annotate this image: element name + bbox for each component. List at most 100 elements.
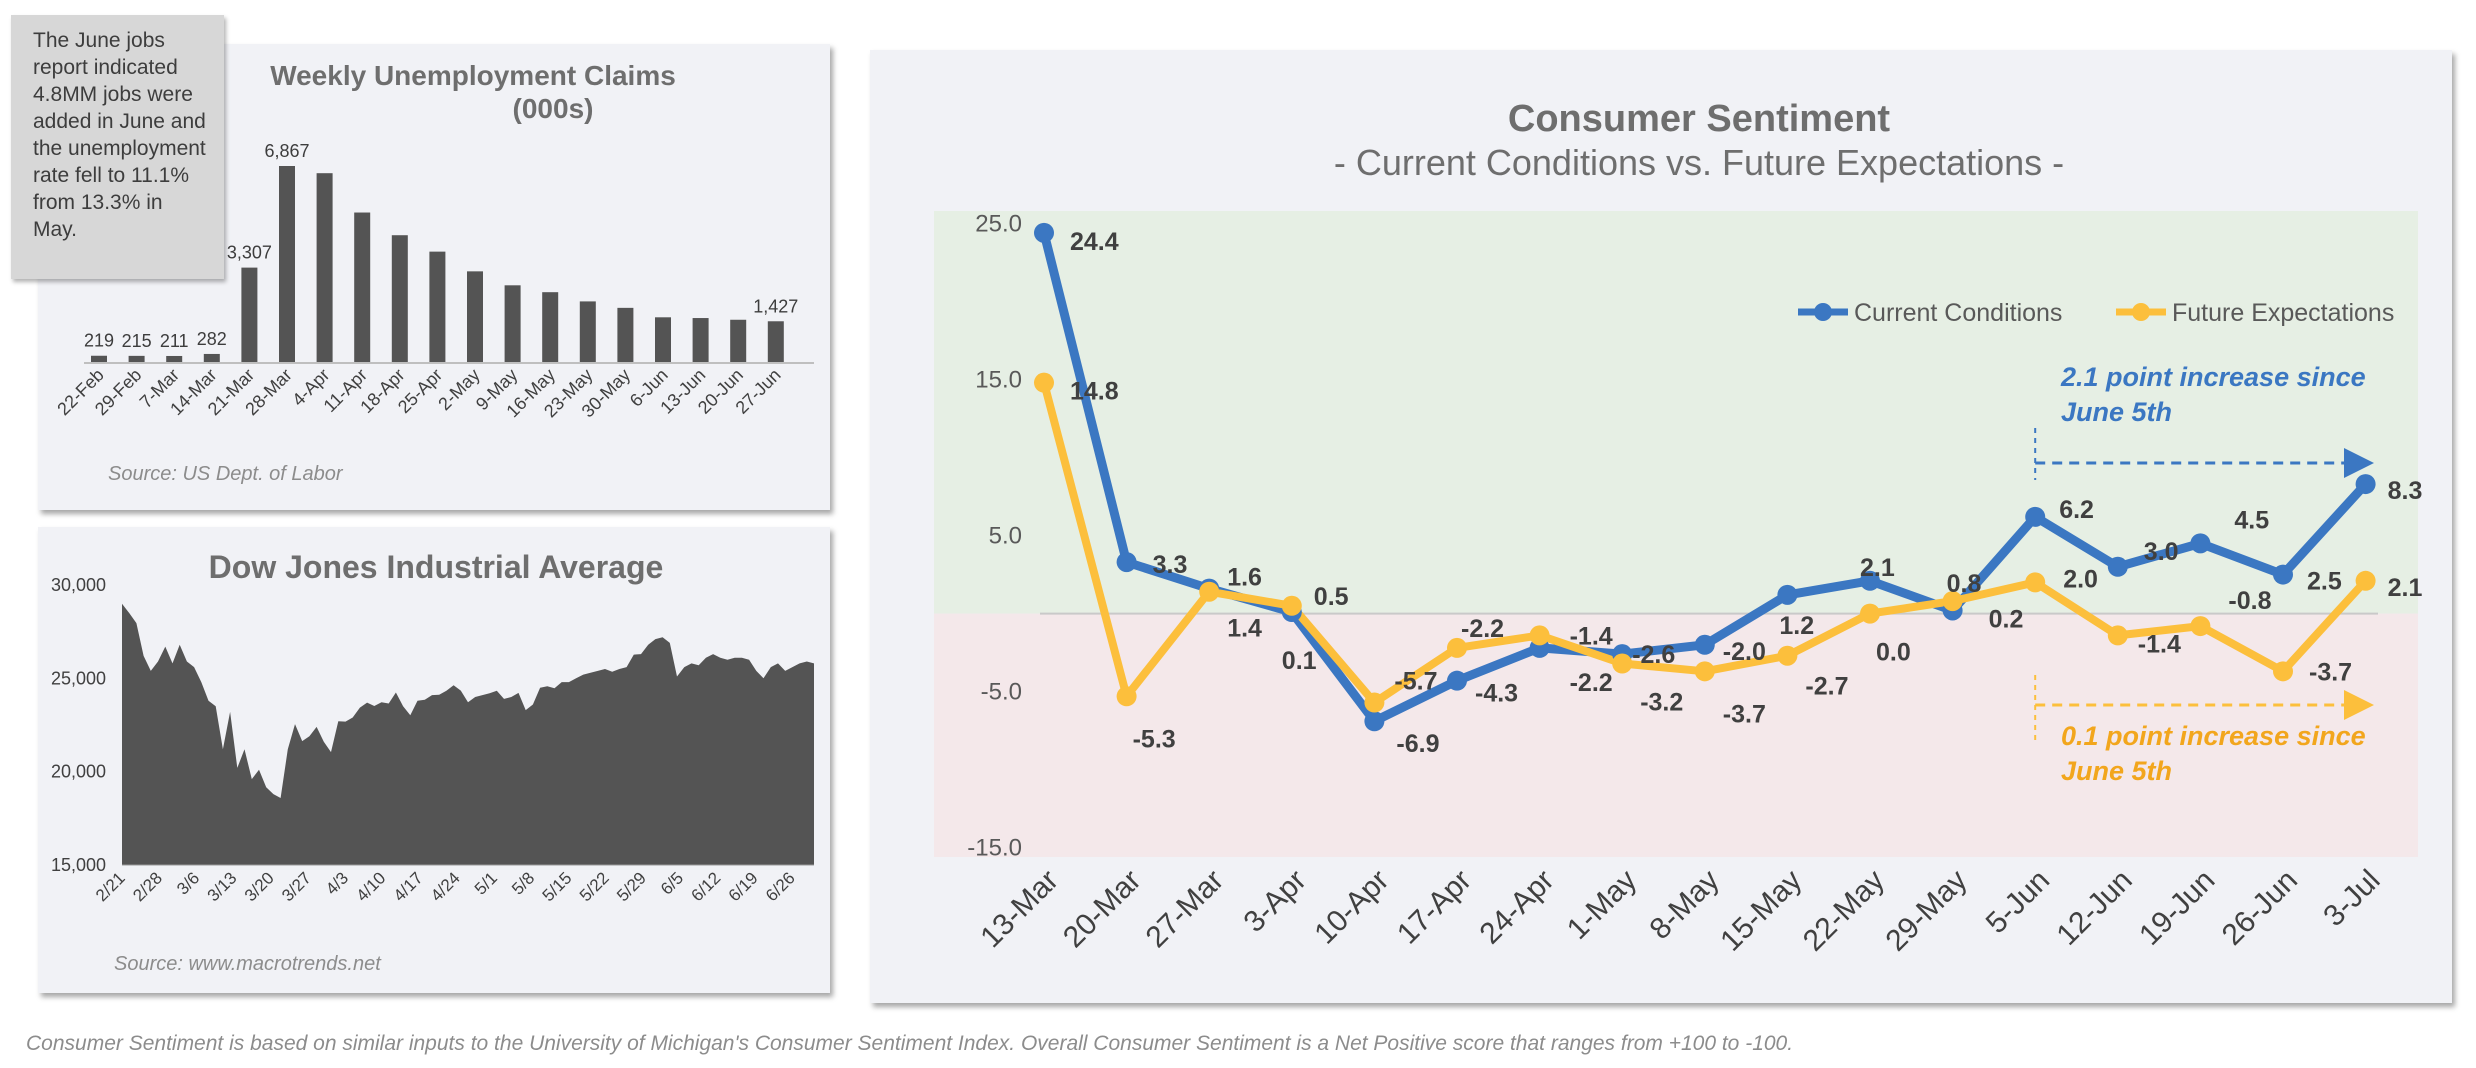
claims-panel: Weekly Unemployment Claims (000s) Source… [38, 44, 830, 510]
current-conditions-data-label: -2.6 [1632, 641, 1675, 669]
sentiment-x-tick-label: 12-Jun [2051, 864, 2139, 952]
sentiment-x-tick-label: 19-Jun [2133, 864, 2221, 952]
current-conditions-data-label: 0.1 [1282, 647, 1317, 675]
future-expectations-point [1281, 595, 1302, 616]
claims-data-label: 219 [84, 331, 114, 351]
sentiment-x-tick-label: 22-May [1797, 864, 1891, 958]
future-expectations-point [1529, 625, 1550, 646]
jobs-report-note: The June jobs report indicated 4.8MM job… [11, 15, 224, 279]
claims-bar [730, 319, 747, 362]
future-expectations-data-label: -5.7 [1394, 668, 1437, 696]
sentiment-x-tick-label: 10-Apr [1308, 864, 1395, 951]
dow-x-tick-label: 4/10 [353, 868, 390, 905]
claims-bar [542, 292, 559, 362]
current-conditions-point [1034, 222, 1054, 243]
sentiment-y-tick-label: -5.0 [981, 679, 1022, 706]
claims-bar [203, 353, 220, 362]
current-conditions-data-label: -2.2 [1570, 669, 1613, 697]
current-conditions-point [2355, 474, 2376, 495]
claims-bar [354, 212, 371, 362]
future-expectations-data-label: -1.4 [2138, 630, 2181, 658]
current-conditions-data-label: 3.3 [1153, 551, 1188, 579]
current-conditions-data-label: 2.1 [1860, 554, 1895, 582]
sentiment-y-tick-label: 15.0 [975, 367, 1022, 394]
legend-current-marker [1814, 303, 1832, 321]
current-conditions-data-label: 4.5 [2234, 506, 2269, 534]
future-expectations-data-label: -3.7 [1723, 700, 1766, 728]
dow-x-tick-label: 5/29 [613, 868, 650, 905]
claims-bar [692, 318, 709, 362]
positive-band [934, 211, 2418, 614]
claims-title: Weekly Unemployment Claims [270, 60, 676, 91]
future-expectations-point [1612, 653, 1633, 674]
sentiment-x-tick-label: 3-Jul [2317, 864, 2386, 933]
negative-band [934, 613, 2418, 857]
dow-y-tick-label: 20,000 [51, 762, 106, 782]
dow-x-tick-label: 2/28 [129, 868, 166, 905]
current-conditions-point [1777, 584, 1798, 605]
future-expectations-data-label: -5.3 [1133, 725, 1176, 753]
future-expectations-data-label: 2.0 [2063, 565, 2098, 593]
claims-bar [91, 355, 107, 362]
claims-bar [128, 355, 145, 362]
dow-x-tick-label: 6/26 [762, 868, 799, 905]
dow-x-tick-label: 5/15 [539, 868, 576, 905]
claims-bar [504, 285, 521, 362]
future-expectations-data-label: -3.7 [2309, 658, 2352, 686]
dow-title: Dow Jones Industrial Average [209, 549, 664, 585]
future-expectations-point [1199, 581, 1220, 602]
current-conditions-point [2273, 564, 2293, 585]
claims-bar [579, 301, 596, 362]
future-expectations-point [2025, 572, 2046, 593]
annotation-current-text-2: June 5th [2061, 397, 2172, 427]
dow-x-tick-label: 6/5 [657, 868, 687, 898]
claims-data-label: 282 [197, 329, 227, 349]
dow-x-tick-label: 3/13 [204, 868, 241, 905]
legend-future-label: Future Expectations [2172, 299, 2394, 327]
claims-bar [467, 271, 483, 362]
claims-tick-label: 2-May [434, 365, 484, 415]
claims-chart: Weekly Unemployment Claims (000s) Source… [53, 60, 814, 485]
sentiment-x-tick-label: 26-Jun [2216, 864, 2304, 952]
future-expectations-data-label: 14.8 [1070, 378, 1119, 406]
claims-bar [767, 321, 784, 362]
claims-data-label: 211 [160, 331, 189, 351]
current-conditions-point [1364, 711, 1385, 732]
current-conditions-data-label: -6.9 [1396, 730, 1439, 758]
sentiment-x-tick-label: 29-May [1879, 864, 1973, 958]
sentiment-y-tick-label: 5.0 [989, 523, 1022, 550]
legend-current-label: Current Conditions [1854, 299, 2062, 327]
dow-x-tick-label: 4/24 [427, 868, 464, 905]
annotation-future-text-2: June 5th [2061, 756, 2172, 786]
dow-area [122, 603, 814, 865]
annotation-current-text-1: 2.1 point increase since [2060, 362, 2366, 392]
current-conditions-point [2190, 533, 2211, 554]
claims-bar [617, 307, 634, 362]
dow-y-tick-label: 30,000 [51, 575, 106, 595]
legend-future-marker [2132, 303, 2150, 321]
future-expectations-data-label: 1.4 [1227, 615, 1262, 643]
sentiment-x-tick-label: 17-Apr [1391, 864, 1478, 951]
dow-x-tick-label: 3/27 [278, 868, 315, 905]
current-conditions-data-label: 1.2 [1779, 612, 1814, 640]
current-conditions-data-label: 6.2 [2059, 496, 2094, 524]
future-expectations-data-label: -2.7 [1805, 673, 1848, 701]
future-expectations-point [1942, 591, 1963, 612]
current-conditions-point [1116, 552, 1137, 573]
sentiment-x-tick-label: 3-Apr [1238, 864, 1313, 939]
dow-x-tick-label: 5/8 [508, 868, 538, 898]
future-expectations-data-label: -2.2 [1461, 615, 1504, 643]
current-conditions-data-label: -2.0 [1723, 638, 1766, 666]
sentiment-x-tick-label: 27-Mar [1140, 864, 1231, 955]
sentiment-panel: Consumer Sentiment - Current Conditions … [870, 50, 2452, 1003]
claims-bar [241, 267, 258, 362]
sentiment-x-tick-label: 15-May [1714, 864, 1808, 958]
dow-x-tick-label: 6/19 [725, 868, 762, 905]
annotation-future-text-1: 0.1 point increase since [2061, 721, 2366, 751]
sentiment-subtitle: - Current Conditions vs. Future Expectat… [1334, 142, 2064, 183]
claims-source: Source: US Dept. of Labor [108, 463, 344, 485]
current-conditions-point [2025, 506, 2046, 527]
current-conditions-point [2107, 556, 2128, 577]
claims-bar [655, 317, 671, 362]
claims-bar [391, 235, 408, 362]
